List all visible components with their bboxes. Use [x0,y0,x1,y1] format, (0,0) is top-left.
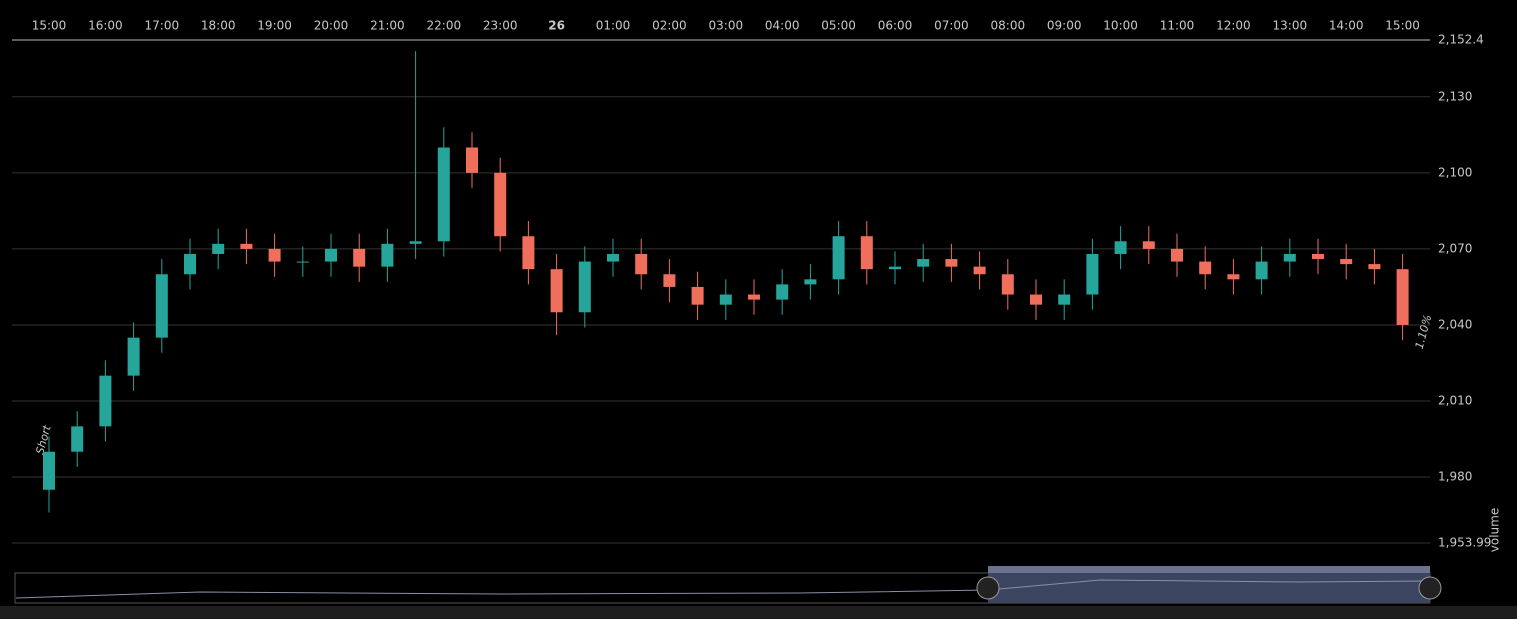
candle-body [776,284,789,300]
candle-body [127,337,140,376]
volume-label: volume [1488,508,1502,552]
candle-body [184,253,196,275]
x-tick-label: 16:00 [88,19,123,33]
x-tick-label: 09:00 [1047,19,1082,33]
candle-body [1227,274,1240,280]
candle-body [1142,241,1155,249]
y-tick-label: 2,040 [1438,317,1472,331]
candle-body [578,261,591,313]
candle-body [1114,241,1127,254]
navigator-window [988,573,1430,603]
candle-body [1171,248,1183,262]
candle-body [607,253,619,262]
candle-body [889,266,901,270]
candle-body [296,261,309,263]
candle-body [99,375,112,427]
candle-body [804,279,817,285]
candle-body [1368,264,1381,270]
candle-body [494,172,507,237]
footer-bar [0,606,1517,619]
x-tick-label: 15:00 [32,19,67,33]
x-tick-label: 03:00 [709,19,744,33]
x-tick-label: 13:00 [1273,19,1308,33]
y-tick-label: 2,152.4 [1438,33,1484,47]
candle-body [240,243,253,249]
candle-body [748,294,760,300]
candle-body [43,451,55,490]
navigator-handle[interactable] [976,576,1000,600]
navigator [0,566,1517,619]
candle-body [353,248,366,267]
candle-body [917,259,930,267]
candle-body [1058,294,1071,305]
navigator-handle[interactable] [1418,576,1442,600]
candle-body [381,243,394,267]
y-tick-label: 2,130 [1438,89,1472,103]
y-tick-label: 1,980 [1438,470,1472,484]
x-tick-label: 10:00 [1103,19,1138,33]
candle-body [973,266,986,275]
candle-body [437,147,450,242]
navigator-scrollbar [988,566,1430,573]
candle-body [325,248,337,262]
candle-body [691,286,704,305]
candle-body [1001,274,1014,295]
x-tick-label: 01:00 [596,19,631,33]
x-tick-label: 05:00 [821,19,856,33]
x-tick-label: 06:00 [878,19,913,33]
x-tick-label: 18:00 [201,19,236,33]
candle-body [1283,253,1296,262]
candle-body [1396,269,1409,325]
x-tick-label: 07:00 [934,19,969,33]
x-tick-label: 22:00 [427,19,462,33]
candle-body [1199,261,1212,275]
candle-body [522,236,535,270]
x-tick-label: 17:00 [145,19,180,33]
candle-body [1030,294,1042,305]
candle-body [1312,253,1324,260]
y-tick-label: 1,953.99 [1438,536,1491,550]
x-tick-label: 04:00 [765,19,800,33]
candle-body [1340,259,1353,265]
x-tick-label: 14:00 [1329,19,1364,33]
candle-body [635,253,648,275]
candle-body [71,426,84,452]
x-tick-label: 21:00 [370,19,405,33]
navigator-line [15,579,1429,599]
candle-body [268,248,281,262]
candle-body [945,259,958,267]
x-tick-label: 12:00 [1216,19,1251,33]
y-tick-label: 2,070 [1438,241,1472,255]
candle-body [409,241,422,244]
candle-body [1255,261,1268,280]
candle-body [663,274,676,287]
x-tick-label: 23:00 [483,19,518,33]
candle-body [832,236,845,280]
x-tick-label: 15:00 [1385,19,1420,33]
candle-body [466,147,478,173]
y-tick-label: 2,100 [1438,165,1472,179]
x-tick-label: 08:00 [991,19,1026,33]
candle-body [212,243,225,254]
candle-body [719,294,732,305]
candle-body [550,269,563,313]
candle-body [860,236,873,270]
x-tick-label: 11:00 [1160,19,1195,33]
candle-body [155,274,168,338]
y-tick-label: 2,010 [1438,394,1472,408]
x-tick-label: 26 [548,19,565,33]
x-tick-label: 19:00 [257,19,292,33]
x-tick-label: 20:00 [314,19,349,33]
x-tick-label: 02:00 [652,19,687,33]
candle-body [1086,253,1099,295]
